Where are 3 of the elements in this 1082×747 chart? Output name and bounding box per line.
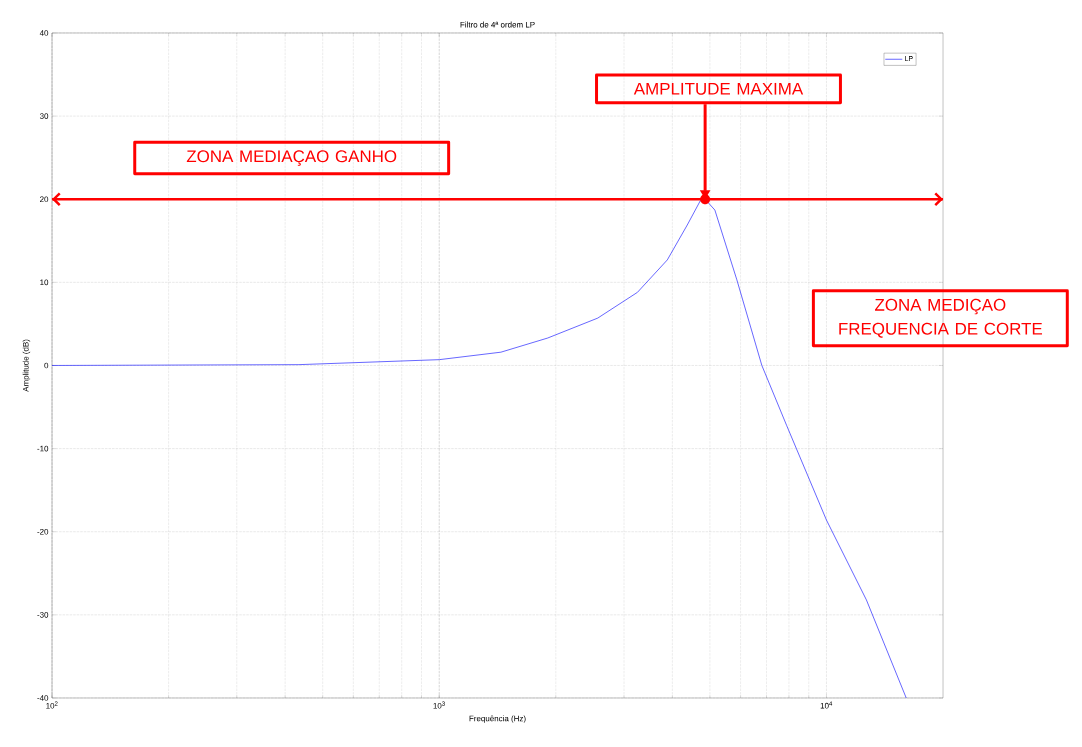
annotation: ZONA MEDIAÇAO GANHO bbox=[186, 150, 397, 166]
annotation: AMPLITUDE MAXIMA bbox=[633, 82, 804, 95]
annotation: ZONA MEDIÇAO FREQUENCIA DE CORTE bbox=[839, 298, 1043, 338]
